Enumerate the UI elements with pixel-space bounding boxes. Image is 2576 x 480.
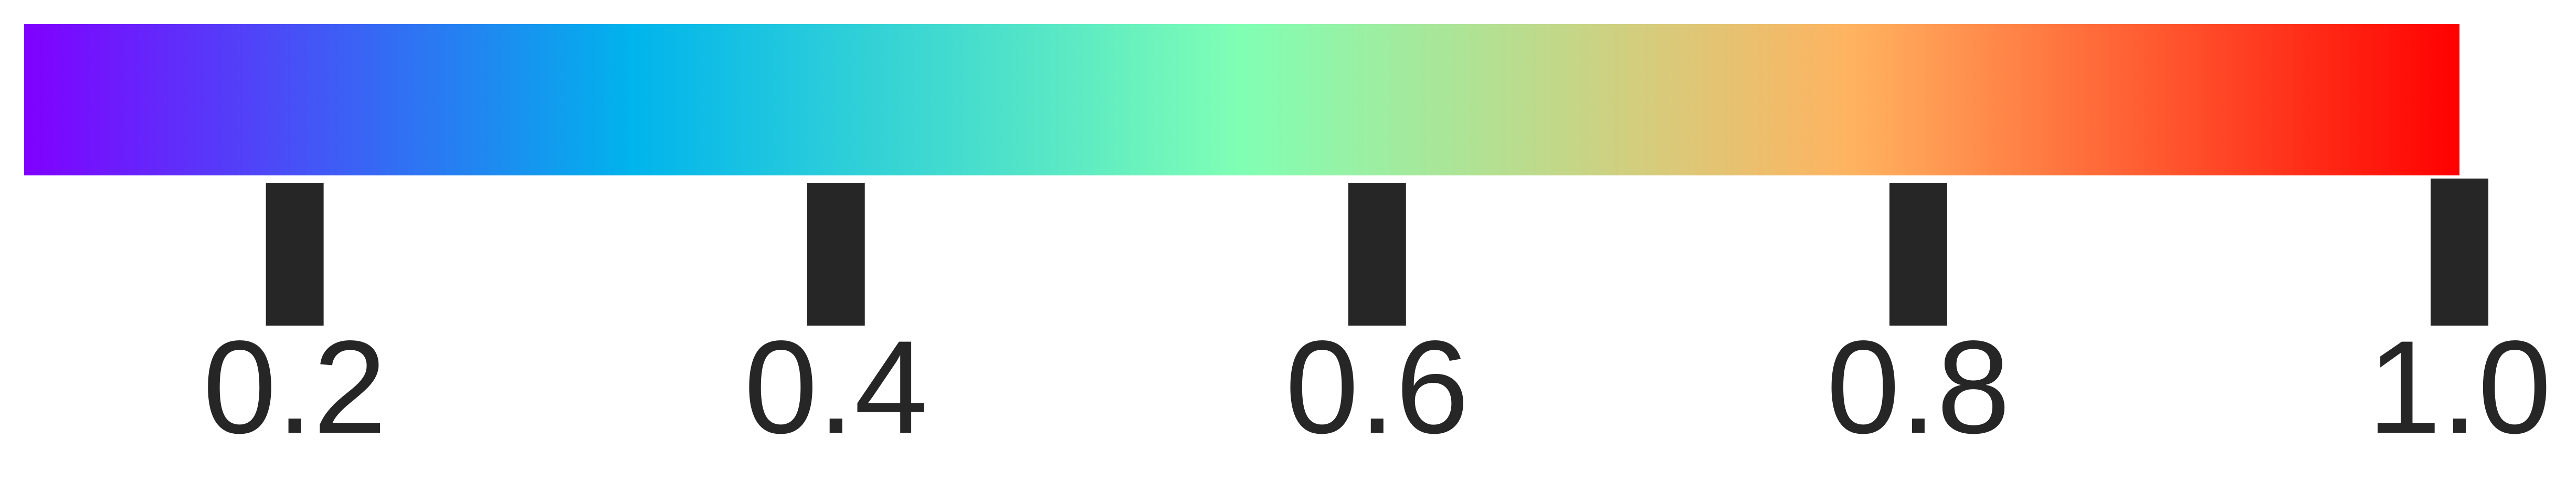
tick-mark-0.8	[1889, 183, 1947, 326]
tick-label-0.4: 0.4	[744, 314, 928, 461]
colorbar-bar	[24, 24, 2459, 175]
tick-mark-1.0	[2431, 179, 2488, 326]
colorbar-ticks: 0.2 0.4 0.6 0.8 1.0	[203, 179, 2551, 461]
tick-label-1.0: 1.0	[2368, 314, 2551, 461]
tick-mark-0.6	[1348, 183, 1406, 326]
tick-mark-0.4	[807, 183, 865, 326]
tick-mark-0.2	[266, 183, 324, 326]
tick-label-0.2: 0.2	[203, 314, 386, 461]
tick-label-0.6: 0.6	[1285, 314, 1469, 461]
tick-label-0.8: 0.8	[1827, 314, 2010, 461]
